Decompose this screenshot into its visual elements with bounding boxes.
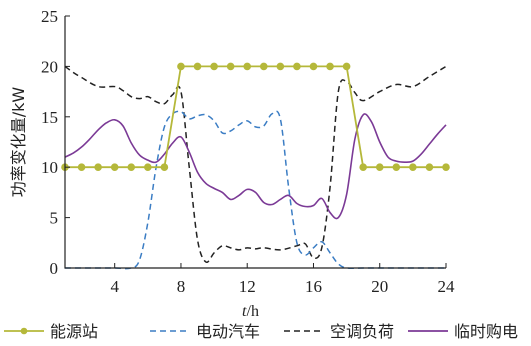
series-marker-0 — [425, 163, 434, 171]
series-marker-0 — [177, 62, 185, 71]
axes-group — [64, 16, 446, 269]
series-marker-0 — [326, 62, 334, 71]
series-marker-0 — [293, 62, 301, 71]
y-tick-label: 20 — [41, 57, 58, 76]
x-axis-label: t/h — [242, 303, 259, 320]
legend-item-0: 能源站 — [4, 322, 98, 341]
y-tick-label: 25 — [41, 7, 58, 26]
series-marker-0 — [375, 163, 384, 171]
x-tick-label: 16 — [305, 277, 322, 296]
y-axis-label: 功率变化量/kW — [9, 87, 28, 198]
ticks-group: 0 5 10 15 20 25 4 8 12 16 20 24 — [41, 7, 455, 296]
x-tick-label: 20 — [371, 277, 388, 296]
series-marker-0 — [94, 163, 102, 171]
y-tick-label: 0 — [50, 259, 59, 278]
y-tick-label: 5 — [50, 209, 59, 228]
series-line-0 — [65, 65, 446, 169]
legend-marker — [20, 327, 28, 335]
series-marker-0 — [160, 163, 169, 171]
series-line-2 — [64, 65, 447, 264]
y-tick-label: 10 — [41, 158, 58, 177]
series-line-1 — [65, 110, 446, 270]
series-marker-0 — [226, 62, 235, 71]
legend-item-1: 电动汽车 — [150, 322, 260, 341]
series-marker-0 — [210, 62, 218, 71]
series-marker-0 — [110, 163, 119, 171]
x-tick-label: 4 — [110, 277, 119, 296]
series-marker-0 — [392, 163, 401, 171]
series-marker-0 — [127, 163, 136, 171]
x-tick-label: 24 — [438, 277, 456, 296]
x-axis-label-unit: /h — [247, 303, 259, 320]
axis-frame — [64, 16, 446, 269]
legend-label: 能源站 — [50, 322, 98, 341]
legend-item-3: 临时购电 — [408, 322, 518, 341]
series-marker-0 — [409, 163, 417, 171]
legend-label: 临时购电 — [454, 322, 518, 341]
series-marker-0 — [442, 163, 450, 171]
legend-label: 电动汽车 — [196, 322, 260, 341]
series-marker-0 — [309, 62, 318, 71]
series-line-3 — [64, 113, 447, 220]
legend-label: 空调负荷 — [330, 322, 394, 341]
series-marker-0 — [193, 62, 202, 71]
series-marker-0 — [144, 163, 152, 171]
series-marker-0 — [276, 62, 285, 71]
x-tick-label: 8 — [177, 277, 186, 296]
series-marker-0 — [243, 62, 252, 71]
series-marker-0 — [359, 163, 367, 171]
legend-item-2: 空调负荷 — [284, 322, 394, 341]
x-tick-label: 12 — [239, 277, 256, 296]
plot-series-group — [61, 62, 450, 270]
series-marker-0 — [77, 163, 86, 171]
y-tick-label: 15 — [41, 108, 58, 127]
legend: 能源站 电动汽车 空调负荷 临时购电 — [4, 322, 518, 341]
series-marker-0 — [342, 62, 351, 71]
series-marker-0 — [259, 62, 268, 71]
x-axis-label-var: t — [242, 303, 247, 320]
